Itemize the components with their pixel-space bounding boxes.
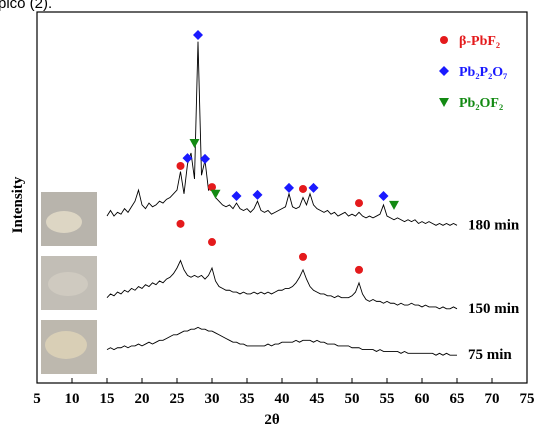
series-label: 75 min <box>468 347 512 363</box>
series-label: 180 min <box>468 217 520 233</box>
marker <box>231 191 242 202</box>
photo-sample <box>45 331 87 359</box>
x-tick-label: 30 <box>205 391 220 407</box>
x-tick-label: 55 <box>380 391 395 407</box>
xrd-pattern <box>106 326 457 356</box>
marker <box>378 191 389 202</box>
photo-insets <box>41 192 97 374</box>
series-label: 150 min <box>468 301 520 317</box>
legend-label: Pb₂P₂O₇ <box>459 65 507 80</box>
x-tick-label: 50 <box>345 391 360 407</box>
x-tick-label: 65 <box>450 391 465 407</box>
marker <box>189 138 200 148</box>
marker <box>284 182 294 193</box>
caption-fragment: pico (2). <box>0 0 52 12</box>
y-axis-label: Intensity <box>10 176 26 233</box>
marker <box>308 182 319 193</box>
x-tick-label: 75 <box>520 391 535 407</box>
x-tick-label: 35 <box>240 391 255 407</box>
photo-sample <box>48 272 88 296</box>
marker <box>200 153 210 164</box>
marker <box>193 30 203 41</box>
xrd-pattern <box>106 259 458 310</box>
legend-symbol <box>440 36 448 44</box>
marker <box>176 161 185 170</box>
x-tick-label: 10 <box>65 391 80 407</box>
marker <box>299 184 307 193</box>
x-tick-label: 20 <box>135 391 150 407</box>
x-tick-label: 15 <box>100 391 115 407</box>
plot-frame <box>36 11 528 384</box>
marker <box>182 153 193 164</box>
marker <box>389 200 399 210</box>
x-tick-label: 60 <box>415 391 430 407</box>
marker <box>210 189 221 199</box>
x-tick-label: 70 <box>485 391 500 407</box>
legend-label: Pb₂OF₂ <box>459 96 503 111</box>
photo-sample <box>46 211 82 233</box>
x-tick-label: 25 <box>170 391 185 407</box>
legend-symbol <box>439 98 449 107</box>
marker <box>208 238 216 247</box>
x-tick-label: 5 <box>33 391 41 407</box>
marker <box>252 189 263 200</box>
x-axis-label: 2θ <box>264 412 280 428</box>
x-tick-label: 45 <box>310 391 325 407</box>
legend-symbol <box>439 66 449 76</box>
marker <box>176 219 185 228</box>
marker <box>355 265 363 274</box>
legend-label: β-PbF₂ <box>459 34 500 49</box>
marker <box>355 199 363 208</box>
x-tick-label: 40 <box>275 391 290 407</box>
xrd-pattern <box>106 41 458 226</box>
marker <box>208 183 216 192</box>
marker <box>299 252 307 261</box>
